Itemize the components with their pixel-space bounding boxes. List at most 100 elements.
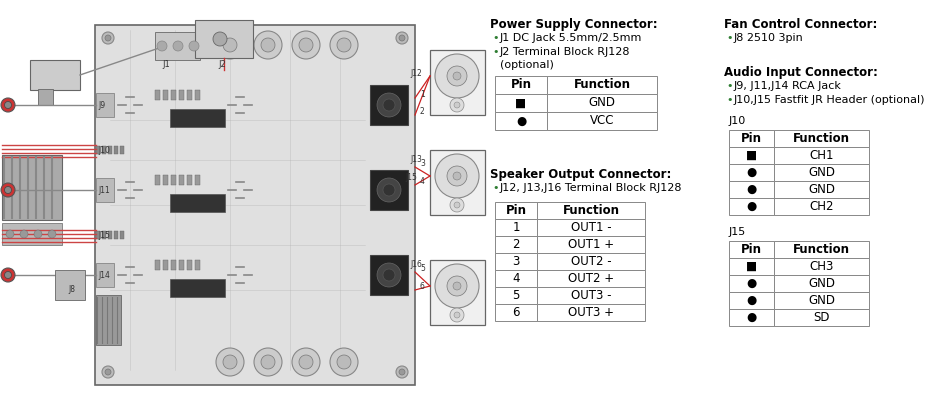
Bar	[187, 175, 192, 185]
Circle shape	[189, 41, 199, 51]
Circle shape	[102, 366, 114, 378]
Text: ●: ●	[746, 183, 757, 196]
Bar	[774, 147, 869, 164]
Bar	[179, 90, 184, 100]
Circle shape	[447, 276, 467, 296]
Circle shape	[105, 35, 111, 41]
Bar	[774, 241, 869, 258]
Text: VCC: VCC	[590, 114, 615, 128]
Circle shape	[453, 72, 461, 80]
Bar	[114, 231, 118, 239]
Text: J11: J11	[98, 186, 110, 195]
Bar	[195, 175, 200, 185]
Bar	[495, 270, 537, 287]
Text: •: •	[726, 33, 732, 43]
Bar	[774, 130, 869, 147]
Bar	[114, 146, 118, 154]
Circle shape	[383, 99, 395, 111]
Text: Pin: Pin	[510, 78, 531, 92]
Circle shape	[20, 230, 28, 238]
Text: Pin: Pin	[506, 204, 527, 217]
Circle shape	[6, 230, 14, 238]
Circle shape	[34, 230, 42, 238]
Bar	[774, 198, 869, 215]
Bar	[537, 270, 645, 287]
Bar	[163, 260, 168, 270]
Text: 4: 4	[512, 272, 520, 285]
Circle shape	[330, 31, 358, 59]
Circle shape	[337, 355, 351, 369]
Bar	[729, 309, 774, 326]
Circle shape	[453, 282, 461, 290]
Text: CH2: CH2	[810, 200, 833, 213]
Text: J9: J9	[98, 101, 105, 110]
Bar	[729, 198, 774, 215]
Text: Pin: Pin	[741, 132, 762, 145]
Text: GND: GND	[588, 96, 616, 110]
Circle shape	[383, 269, 395, 281]
Bar	[729, 147, 774, 164]
Bar	[430, 260, 485, 325]
Text: J15: J15	[729, 227, 746, 237]
Text: Power Supply Connector:: Power Supply Connector:	[490, 18, 657, 31]
Bar	[30, 60, 80, 90]
Text: CH1: CH1	[810, 149, 833, 162]
Text: J8: J8	[68, 285, 75, 294]
Text: ●: ●	[746, 277, 757, 290]
Text: 4: 4	[420, 177, 425, 186]
Bar	[774, 309, 869, 326]
Text: J2 Terminal Block RJ128: J2 Terminal Block RJ128	[500, 47, 631, 57]
Circle shape	[1, 98, 15, 112]
Bar	[774, 292, 869, 309]
Bar	[2, 155, 62, 220]
Circle shape	[450, 308, 464, 322]
Bar	[38, 89, 53, 105]
Circle shape	[48, 230, 56, 238]
Bar	[537, 253, 645, 270]
Circle shape	[450, 198, 464, 212]
Bar	[195, 90, 200, 100]
Bar	[155, 32, 200, 60]
Text: Function: Function	[574, 78, 631, 92]
Text: J16: J16	[410, 260, 421, 269]
Bar	[96, 231, 100, 239]
Circle shape	[223, 355, 237, 369]
Text: J2: J2	[218, 60, 225, 69]
Circle shape	[216, 348, 244, 376]
Text: J9, J11,J14 RCA Jack: J9, J11,J14 RCA Jack	[734, 81, 842, 91]
Bar	[179, 175, 184, 185]
Circle shape	[299, 355, 313, 369]
Bar	[729, 275, 774, 292]
Text: 6: 6	[420, 282, 425, 291]
Bar	[729, 241, 774, 258]
Bar	[774, 164, 869, 181]
Circle shape	[261, 355, 275, 369]
Bar	[537, 304, 645, 321]
Bar	[120, 231, 124, 239]
Bar	[170, 194, 225, 212]
Text: Function: Function	[793, 243, 850, 256]
Bar	[170, 279, 225, 297]
Bar	[495, 202, 537, 219]
Circle shape	[453, 172, 461, 180]
Text: Fan Control Connector:: Fan Control Connector:	[724, 18, 877, 31]
Bar	[495, 287, 537, 304]
Text: 1: 1	[512, 221, 520, 234]
Circle shape	[396, 366, 408, 378]
Circle shape	[435, 54, 479, 98]
Text: 5: 5	[420, 264, 425, 273]
Circle shape	[173, 41, 183, 51]
Text: J1 DC Jack 5.5mm/2.5mm: J1 DC Jack 5.5mm/2.5mm	[500, 33, 642, 43]
Circle shape	[377, 178, 401, 202]
Circle shape	[454, 312, 460, 318]
Circle shape	[5, 272, 11, 278]
Bar	[729, 181, 774, 198]
Circle shape	[450, 98, 464, 112]
Bar	[96, 93, 114, 117]
Text: ■: ■	[515, 96, 527, 110]
Text: Audio Input Connector:: Audio Input Connector:	[724, 66, 878, 79]
Bar	[171, 175, 176, 185]
Bar	[537, 219, 645, 236]
Circle shape	[330, 348, 358, 376]
Bar	[171, 260, 176, 270]
